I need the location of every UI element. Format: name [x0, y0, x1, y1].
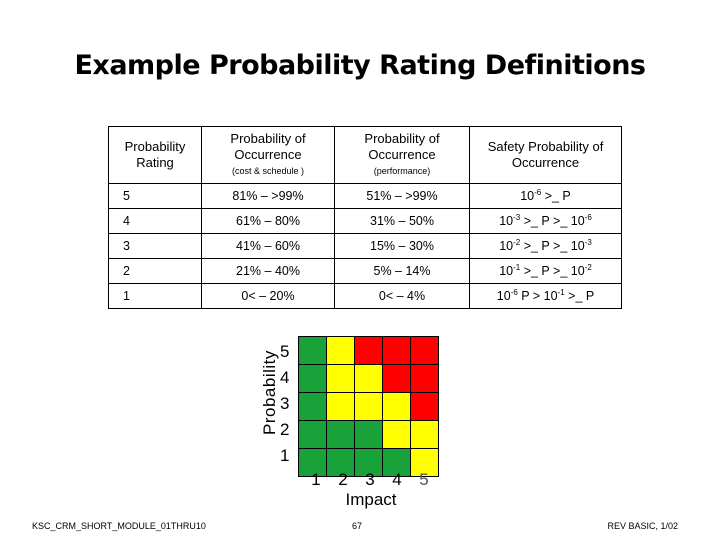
- matrix-cell: [327, 337, 355, 365]
- cell-cost: 0< – 20%: [201, 283, 335, 309]
- header-occurrence-cost-note: (cost & schedule ): [231, 166, 305, 176]
- cell-safety: 10-3 >_ P >_ 10-6: [469, 208, 622, 234]
- matrix-cell: [411, 449, 439, 477]
- matrix-cell: [355, 421, 383, 449]
- y-tick-label: 3: [280, 394, 290, 413]
- x-tick-label: 3: [365, 470, 375, 489]
- matrix-cell: [299, 449, 327, 477]
- cell-rating: 2: [108, 258, 202, 284]
- y-tick-label: 4: [280, 368, 290, 387]
- x-tick-label: 1: [311, 470, 321, 489]
- matrix-cell: [355, 365, 383, 393]
- cell-perf: 0< – 4%: [334, 283, 470, 309]
- cell-cost: 61% – 80%: [201, 208, 335, 234]
- cell-cost: 41% – 60%: [201, 233, 335, 259]
- matrix-cell: [327, 449, 355, 477]
- cell-perf: 51% – >99%: [334, 183, 470, 209]
- x-tick-label: 5: [419, 470, 429, 489]
- matrix-cell: [383, 337, 411, 365]
- cell-safety: 10-6 >_ P: [469, 183, 622, 209]
- header-rating: Probability Rating: [108, 126, 202, 184]
- table-row: 1 0< – 20% 0< – 4% 10-6 P > 10-1 >_ P: [108, 283, 622, 309]
- cell-rating: 4: [108, 208, 202, 234]
- matrix-y-label: Probability: [260, 350, 279, 436]
- matrix-cell: [299, 393, 327, 421]
- matrix-cell: [299, 365, 327, 393]
- cell-rating: 3: [108, 233, 202, 259]
- matrix-cell: [299, 337, 327, 365]
- matrix-cell: [327, 393, 355, 421]
- matrix-cell: [355, 449, 383, 477]
- cell-perf: 15% – 30%: [334, 233, 470, 259]
- page-title: Example Probability Rating Definitions: [74, 50, 646, 81]
- cell-rating: 5: [108, 183, 202, 209]
- cell-safety: 10-1 >_ P >_ 10-2: [469, 258, 622, 284]
- matrix-cell: [383, 449, 411, 477]
- x-tick-label: 2: [338, 470, 348, 489]
- matrix-cell: [411, 421, 439, 449]
- y-tick-label: 2: [280, 420, 290, 439]
- matrix-cell: [299, 421, 327, 449]
- table-row: 4 61% – 80% 31% – 50% 10-3 >_ P >_ 10-6: [108, 208, 622, 234]
- matrix-cell: [355, 337, 383, 365]
- footer-page-number: 67: [352, 521, 363, 531]
- matrix-x-label: Impact: [345, 490, 397, 509]
- table-row: 5 81% – >99% 51% – >99% 10-6 >_ P: [108, 183, 622, 209]
- matrix-cell: [327, 365, 355, 393]
- matrix-cell: [383, 365, 411, 393]
- cell-cost: 81% – >99%: [201, 183, 335, 209]
- cell-perf: 31% – 50%: [334, 208, 470, 234]
- header-occurrence-performance-note: (performance): [373, 166, 431, 176]
- matrix-cell: [383, 393, 411, 421]
- matrix-cell: [411, 337, 439, 365]
- cell-rating: 1: [108, 283, 202, 309]
- probability-definitions-table: Probability Rating Probability of Occurr…: [108, 126, 622, 309]
- header-safety: Safety Probability of Occurrence: [469, 126, 622, 184]
- y-tick-label: 1: [280, 446, 290, 465]
- matrix-cell: [411, 393, 439, 421]
- footer-module-name: KSC_CRM_SHORT_MODULE_01THRU10: [32, 521, 206, 531]
- cell-safety: 10-6 P > 10-1 >_ P: [469, 283, 622, 309]
- risk-matrix: [298, 336, 439, 477]
- table-row: 3 41% – 60% 15% – 30% 10-2 >_ P >_ 10-3: [108, 233, 622, 259]
- header-occurrence-cost-label: Probability of Occurrence: [230, 131, 306, 162]
- y-tick-label: 5: [280, 342, 290, 361]
- header-occurrence-performance: Probability of Occurrence (performance): [334, 126, 470, 184]
- header-occurrence-performance-label: Probability of Occurrence: [364, 131, 440, 162]
- matrix-cell: [383, 421, 411, 449]
- table-row: 2 21% – 40% 5% – 14% 10-1 >_ P >_ 10-2: [108, 258, 622, 284]
- cell-cost: 21% – 40%: [201, 258, 335, 284]
- matrix-cell: [411, 365, 439, 393]
- cell-safety: 10-2 >_ P >_ 10-3: [469, 233, 622, 259]
- footer-revision: REV BASIC, 1/02: [607, 521, 678, 531]
- table-header-row: Probability Rating Probability of Occurr…: [108, 126, 622, 184]
- matrix-cell: [327, 421, 355, 449]
- header-occurrence-cost: Probability of Occurrence (cost & schedu…: [201, 126, 335, 184]
- matrix-cell: [355, 393, 383, 421]
- x-tick-label: 4: [392, 470, 402, 489]
- cell-perf: 5% – 14%: [334, 258, 470, 284]
